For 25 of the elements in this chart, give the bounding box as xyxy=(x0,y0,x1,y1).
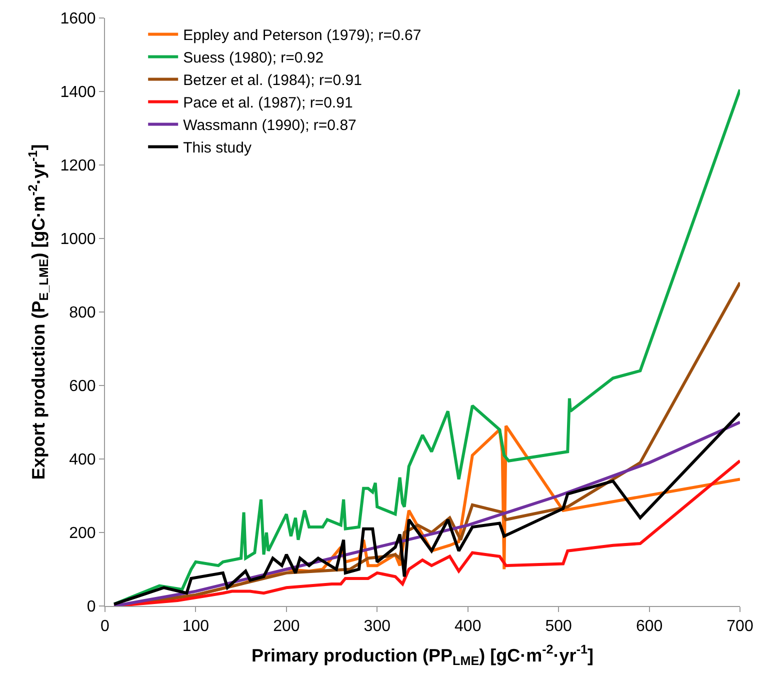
x-tick-label: 0 xyxy=(100,618,110,636)
x-tick-label: 100 xyxy=(182,618,210,636)
legend-label: Suess (1980); r=0.92 xyxy=(183,50,324,67)
y-tick-label: 0 xyxy=(86,598,96,616)
y-tick-label: 1400 xyxy=(60,84,96,102)
legend-label: Betzer et al. (1984); r=0.91 xyxy=(183,72,362,90)
y-tick-label: 1000 xyxy=(60,231,96,248)
y-tick-label: 1600 xyxy=(60,10,96,28)
x-tick-label: 300 xyxy=(364,618,391,636)
y-tick-label: 1200 xyxy=(60,158,96,175)
x-tick-label: 200 xyxy=(273,618,300,636)
y-tick-label: 600 xyxy=(69,378,96,396)
y-tick-label: 400 xyxy=(69,452,96,469)
x-tick-label: 700 xyxy=(726,618,754,636)
x-tick-label: 500 xyxy=(545,618,572,636)
line-series xyxy=(112,88,740,606)
legend-label: Wassmann (1990); r=0.87 xyxy=(183,117,356,134)
y-tick-label: 200 xyxy=(69,525,96,542)
legend-label: Pace et al. (1987); r=0.91 xyxy=(183,94,353,112)
x-axis-title: Primary production (PP$_{LME}$) [gC·m$^{-2}$·yr$^{-1}$] xyxy=(251,642,594,668)
legend-label: This study xyxy=(183,140,252,157)
legend-label: Eppley and Peterson (1979); r=0.67 xyxy=(183,27,422,44)
y-tick-label: 800 xyxy=(69,304,96,322)
x-tick-label: 600 xyxy=(636,618,663,636)
x-tick-label: 400 xyxy=(454,618,482,636)
